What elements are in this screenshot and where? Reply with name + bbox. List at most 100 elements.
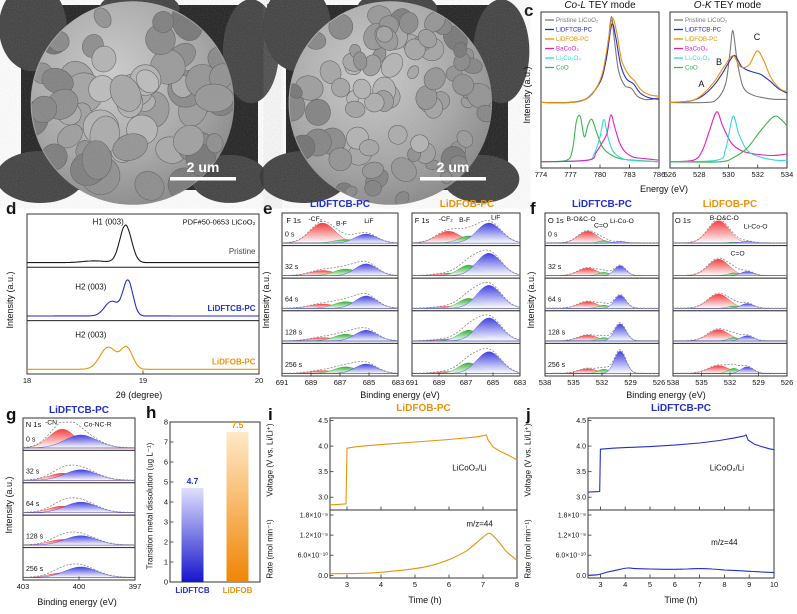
svg-text:538: 538 [667, 378, 680, 387]
svg-text:F 1s: F 1s [415, 216, 430, 225]
svg-text:7: 7 [164, 438, 168, 447]
svg-text:4.0: 4.0 [318, 444, 328, 451]
svg-text:683: 683 [514, 378, 527, 387]
svg-text:LiDFOB: LiDFOB [223, 586, 253, 595]
dems-lidfob-voltage-chart: 3.0 3.5 4.0 4.5 LiCoO₂/Li [288, 414, 520, 511]
svg-text:2 um: 2 um [437, 159, 470, 175]
svg-text:529: 529 [752, 378, 765, 387]
svg-text:PDF#50-0653 LiCoO₂: PDF#50-0653 LiCoO₂ [183, 218, 256, 227]
panel-e-label: e [263, 199, 273, 218]
svg-text:774: 774 [535, 170, 548, 179]
svg-text:689: 689 [305, 378, 318, 387]
svg-text:5: 5 [164, 478, 168, 487]
dems-lidftcb-x-axis-label: Time (h) [664, 595, 698, 605]
svg-text:4.0: 4.0 [576, 444, 586, 451]
svg-text:-CN: -CN [45, 419, 57, 426]
xas-o-k-chart: 526 528 530 532 534 Pristine LiCoO₂ LiDFTCB-PC… [660, 9, 794, 185]
svg-text:Li-Co-O: Li-Co-O [744, 224, 768, 231]
svg-text:8: 8 [164, 418, 168, 427]
svg-text:4: 4 [379, 580, 383, 589]
svg-text:534: 534 [781, 170, 794, 179]
xas-o-k-title: O-K TEY mode [693, 0, 762, 11]
svg-text:8: 8 [722, 580, 726, 589]
svg-text:BaCoO₃: BaCoO₃ [685, 46, 708, 53]
svg-text:B-F: B-F [336, 220, 347, 227]
svg-text:Pristine LiCoO₂: Pristine LiCoO₂ [685, 17, 728, 24]
svg-text:0 s: 0 s [26, 436, 36, 443]
svg-text:-CF₂: -CF₂ [439, 216, 453, 223]
svg-text:691: 691 [276, 378, 289, 387]
svg-text:9: 9 [747, 580, 751, 589]
svg-text:3: 3 [598, 580, 602, 589]
svg-text:0: 0 [164, 578, 168, 587]
svg-text:Li₂Co₂O₄: Li₂Co₂O₄ [556, 55, 581, 62]
svg-text:532: 532 [751, 170, 764, 179]
svg-text:1: 1 [164, 558, 168, 567]
xrd-x-axis-label: 2θ (degree) [115, 390, 163, 400]
svg-text:C=O: C=O [594, 223, 608, 230]
svg-text:-CF₂: -CF₂ [308, 216, 322, 223]
panel-j-label: j [526, 405, 531, 424]
bar-y-axis-label: Transition metal dissolution (ug L⁻¹) [145, 442, 155, 570]
svg-text:C: C [754, 32, 761, 42]
svg-text:687: 687 [334, 378, 347, 387]
svg-text:256 s: 256 s [26, 566, 44, 573]
svg-text:LiDFOB-PC: LiDFOB-PC [685, 36, 718, 43]
svg-text:4.5: 4.5 [318, 418, 328, 425]
svg-text:6.0×10⁻¹⁰: 6.0×10⁻¹⁰ [298, 552, 329, 560]
xps-f1s-right-title: LiDFOB-PC [439, 199, 495, 210]
panel-i-label: i [268, 405, 273, 424]
svg-text:3.0: 3.0 [576, 495, 586, 502]
svg-text:256 s: 256 s [285, 362, 303, 369]
svg-text:H2 (003): H2 (003) [75, 331, 106, 340]
dems-lidfob-x-axis-label: Time (h) [408, 595, 442, 605]
svg-text:B-O&C-O: B-O&C-O [710, 215, 739, 222]
xps-o1s-x-axis-label: Binding energy (eV) [626, 390, 706, 400]
xps-f1s-lidftcb-chart: 0 s F 1s -CF₂ B-F LiF 32 s 64 s 128 s 256 s 691 68… [272, 211, 404, 394]
svg-text:777: 777 [564, 170, 577, 179]
svg-text:B: B [716, 57, 722, 67]
xps-n1s-title: LiDFTCB-PC [49, 405, 109, 416]
xps-o1s-right-title: LiDFOB-PC [702, 199, 758, 210]
svg-text:Pristine: Pristine [229, 247, 256, 256]
svg-text:691: 691 [406, 378, 419, 387]
svg-text:32 s: 32 s [26, 469, 40, 476]
svg-text:BaCoO₃: BaCoO₃ [556, 46, 579, 53]
svg-text:6.0×10⁻¹⁰: 6.0×10⁻¹⁰ [556, 552, 587, 560]
xps-n1s-chart: 0 s N 1s -CN Co-NC-R 32 s 64 s 128 s 256 s 403 40… [14, 416, 141, 598]
svg-text:3.5: 3.5 [576, 469, 586, 476]
svg-text:64 s: 64 s [548, 297, 562, 304]
svg-text:529: 529 [624, 378, 637, 387]
svg-text:m/z=44: m/z=44 [711, 538, 738, 547]
svg-text:780: 780 [594, 170, 607, 179]
svg-text:4: 4 [164, 498, 168, 507]
svg-text:LiCoO₂/Li: LiCoO₂/Li [710, 464, 744, 473]
dems-lidfob-rate-chart: 3 4 5 6 7 8 0.0 6.0×10⁻¹⁰ 1.2×10⁻⁹ 1.8×10⁻⁹ m/z=44 [288, 509, 520, 594]
svg-text:32 s: 32 s [285, 264, 299, 271]
svg-text:532: 532 [596, 378, 609, 387]
svg-text:32 s: 32 s [548, 264, 562, 271]
svg-text:O 1s: O 1s [548, 216, 564, 225]
svg-text:400: 400 [73, 582, 86, 591]
xrd-chart: H1 (003) PDF#50-0653 LiCoO₂ Pristine H2 (00… [14, 210, 264, 392]
xas-y-axis-label: Intensity (a.u.) [522, 66, 532, 124]
svg-text:Pristine LiCoO₂: Pristine LiCoO₂ [556, 17, 599, 24]
svg-text:LiDFTCB: LiDFTCB [175, 586, 209, 595]
svg-text:526: 526 [664, 170, 677, 179]
xrd-y-axis-label: Intensity (a.u.) [5, 271, 15, 329]
svg-text:64 s: 64 s [26, 501, 40, 508]
svg-text:3.0: 3.0 [318, 495, 328, 502]
svg-text:20: 20 [255, 376, 263, 385]
svg-text:18: 18 [23, 376, 31, 385]
svg-text:B-O&C-O: B-O&C-O [567, 216, 596, 223]
xps-f1s-lidfob-chart: F 1s -CF₂ B-F LiF 691 689 687 685 683 [404, 211, 526, 394]
svg-text:0 s: 0 s [285, 231, 295, 238]
svg-text:685: 685 [363, 378, 376, 387]
svg-text:Li₂Co₂O₄: Li₂Co₂O₄ [685, 55, 710, 62]
dems-lidftcb-rate-chart: 3 4 5 6 7 8 9 10 0.0 6.0×10⁻¹⁰ 1.2×10⁻⁹ 1.8×10⁻⁹ m/z… [546, 509, 778, 594]
svg-text:530: 530 [722, 170, 735, 179]
xps-o1s-lidftcb-chart: 0 s O 1s B-O&C-O C=O Li-Co-O 32 s 64 s 128 s 256… [535, 211, 665, 394]
svg-text:F 1s: F 1s [286, 216, 301, 225]
panel-d-label: d [6, 199, 17, 218]
